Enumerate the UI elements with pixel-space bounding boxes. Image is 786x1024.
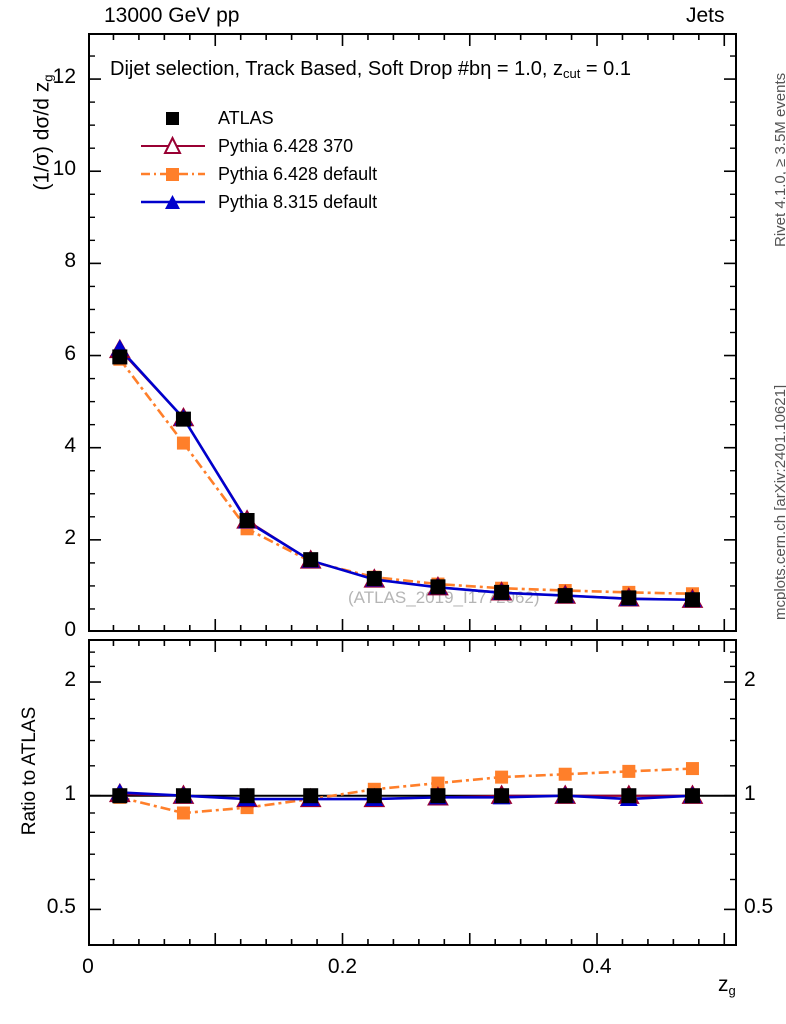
data-point (176, 436, 190, 450)
plot-title-left: Dijet selection, Track Based, Soft Drop … (110, 58, 481, 80)
header-category-label: Jets (686, 4, 725, 27)
data-point (621, 788, 637, 804)
series-line-pythia-6-428-370 (119, 349, 693, 601)
legend-key-pythia6-default (140, 163, 206, 185)
data-point (176, 806, 190, 820)
legend-label-atlas: ATLAS (218, 107, 274, 128)
data-point (430, 579, 446, 595)
data-point (431, 776, 445, 790)
data-point (557, 788, 573, 804)
legend-item-pythia8-default: Pythia 8.315 default (140, 188, 377, 216)
x-axis-label-sub: g (728, 983, 736, 998)
data-point (495, 770, 509, 784)
data-point (366, 571, 382, 587)
y-tick-label-ratio-left: 0.5 (46, 895, 76, 919)
x-tick-label: 0.2 (327, 955, 358, 978)
data-point (175, 788, 191, 804)
x-axis-label-text: z (718, 973, 729, 996)
credit-mcplots: mcplots.cern.ch [arXiv:2401.10621] (772, 384, 786, 620)
credit-rivet: Rivet 4.1.0, ≥ 3.5M events (772, 72, 786, 247)
plot-title: Dijet selection, Track Based, Soft Drop … (110, 58, 631, 81)
legend-key-pythia8-default (140, 191, 206, 213)
data-point (557, 588, 573, 604)
y-tick-label-ratio-left: 2 (64, 668, 76, 692)
y-tick-label-main: 2 (64, 525, 76, 549)
plot-title-subscript: cut (563, 66, 581, 81)
data-point (175, 411, 191, 427)
ratio-plot-frame (88, 639, 737, 946)
y-tick-label-ratio-left: 1 (64, 781, 76, 805)
data-point (684, 592, 700, 608)
x-tick-label: 0 (82, 955, 94, 978)
plot-title-eta: η = 1.0, z (480, 58, 564, 80)
legend-label-pythia6-370: Pythia 6.428 370 (218, 135, 354, 156)
legend: ATLAS Pythia 6.428 370 Pythia 6.428 defa… (140, 104, 377, 216)
legend-label-pythia8-default: Pythia 8.315 default (218, 191, 378, 212)
series-line-pythia-8-315-default (119, 791, 693, 801)
legend-key-pythia6-370 (140, 135, 206, 157)
main-plot-canvas (88, 33, 737, 632)
data-point (558, 767, 572, 781)
data-point (303, 788, 319, 804)
y-tick-label-main: 4 (64, 433, 76, 457)
series-line-pythia-6-428-default (119, 767, 693, 815)
data-point (239, 512, 255, 528)
data-point (621, 590, 637, 606)
data-point (366, 788, 382, 804)
legend-item-pythia6-370: Pythia 6.428 370 (140, 132, 377, 160)
data-point (239, 788, 255, 804)
legend-item-atlas: ATLAS (140, 104, 377, 132)
legend-item-pythia6-default: Pythia 6.428 default (140, 160, 377, 188)
y-tick-label-ratio-right: 0.5 (744, 895, 774, 919)
series-line-pythia-6-428-default (118, 358, 693, 596)
data-point (684, 788, 700, 804)
legend-label-pythia6-default: Pythia 6.428 default (218, 163, 378, 184)
data-point (112, 788, 128, 804)
y-tick-label-main: 0 (64, 618, 76, 641)
data-point (112, 349, 128, 365)
plot-title-tail: = 0.1 (580, 58, 631, 80)
header-energy-label: 13000 GeV pp (104, 4, 240, 27)
y-tick-label-main: 8 (64, 249, 76, 273)
data-point (494, 584, 510, 600)
data-point (622, 764, 636, 778)
x-axis-label: zg (718, 973, 736, 998)
y-axis-label-ratio: Ratio to ATLAS (19, 706, 40, 836)
y-tick-label-main: 10 (52, 157, 76, 181)
series-line-pythia-8-315-default (118, 347, 693, 602)
x-tick-label: 0.4 (582, 955, 612, 978)
data-point (303, 552, 319, 568)
data-point (494, 788, 510, 804)
data-point (430, 788, 446, 804)
y-tick-label-main: 12 (52, 65, 76, 89)
y-tick-label-ratio-right: 1 (744, 781, 756, 805)
y-tick-label-ratio-right: 2 (744, 668, 756, 692)
y-tick-label-main: 6 (64, 341, 76, 365)
ratio-plot-canvas (88, 639, 737, 946)
legend-key-atlas (140, 107, 206, 129)
data-point (685, 762, 699, 776)
